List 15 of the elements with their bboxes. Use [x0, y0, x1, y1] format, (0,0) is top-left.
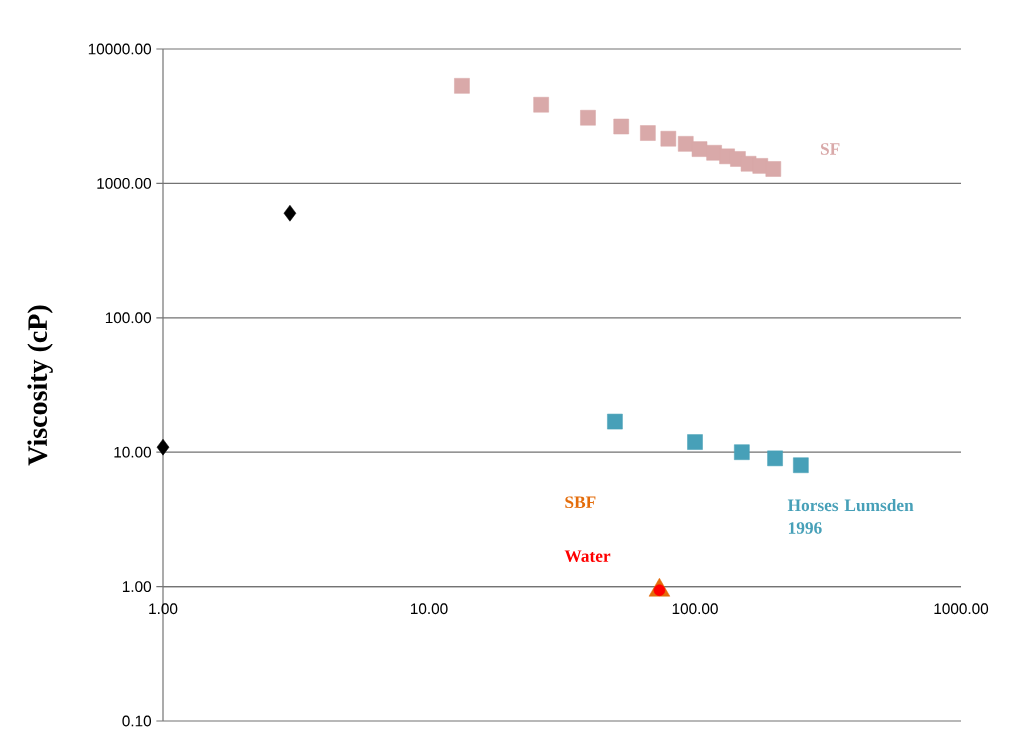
y-tick-label: 0.10: [122, 715, 152, 727]
y-tick-label: 1.00: [122, 581, 152, 593]
text: Water: [564, 550, 611, 563]
y-tick-label: 1000.00: [97, 177, 152, 189]
text: SBF: [565, 496, 596, 509]
y-tick-label: 100.00: [105, 312, 152, 324]
y-tick-label: 10000.00: [88, 43, 152, 55]
x-tick-label: 1.00: [149, 603, 178, 615]
y-axis-title: Viscosity (cP): [27, 305, 53, 466]
series-label: Horses Lumsden 1996: [787, 498, 914, 534]
text: SF: [820, 143, 840, 155]
y-tick-label: 10.00: [114, 446, 152, 458]
x-tick-label: 100.00: [672, 603, 718, 615]
x-tick-label: 1000.00: [934, 603, 989, 615]
x-tick-label: 10.00: [410, 603, 448, 615]
